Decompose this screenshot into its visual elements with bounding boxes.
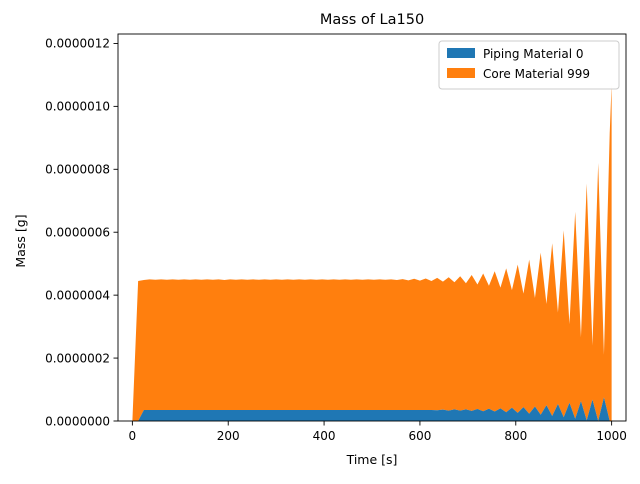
legend-label: Piping Material 0 [483,47,584,61]
y-axis-label: Mass [g] [13,214,28,267]
y-tick-label: 0.0000000 [45,414,110,428]
x-axis-label: Time [s] [346,452,398,467]
plot-area [132,84,612,421]
area-piping-material-0 [132,397,612,421]
chart-title: Mass of La150 [320,12,424,28]
y-tick-label: 0.0000006 [45,226,110,240]
y-tick-label: 0.0000010 [45,100,110,114]
area-core-material-999 [132,84,612,421]
legend-box [438,40,620,90]
y-tick-label: 0.0000008 [45,163,110,177]
y-tick-label: 0.0000002 [45,351,110,365]
y-tick-label: 0.0000012 [45,37,110,51]
plot-frame [117,33,627,422]
legend: Piping Material 0 Core Material 999 [438,40,620,90]
x-tick-label: 800 [504,429,527,443]
y-tick-label: 0.0000004 [45,288,110,302]
x-tick-label: 400 [313,429,336,443]
x-tick-label: 600 [408,429,431,443]
x-tick-label: 1000 [596,429,627,443]
x-tick-label: 0 [129,429,137,443]
axes: 0 200 400 600 800 1000 0.0000000 0.0000002 0.000… [45,33,627,443]
legend-label: Core Material 999 [483,67,590,81]
legend-swatch [447,48,475,58]
legend-swatch [447,68,475,78]
x-tick-label: 200 [217,429,240,443]
